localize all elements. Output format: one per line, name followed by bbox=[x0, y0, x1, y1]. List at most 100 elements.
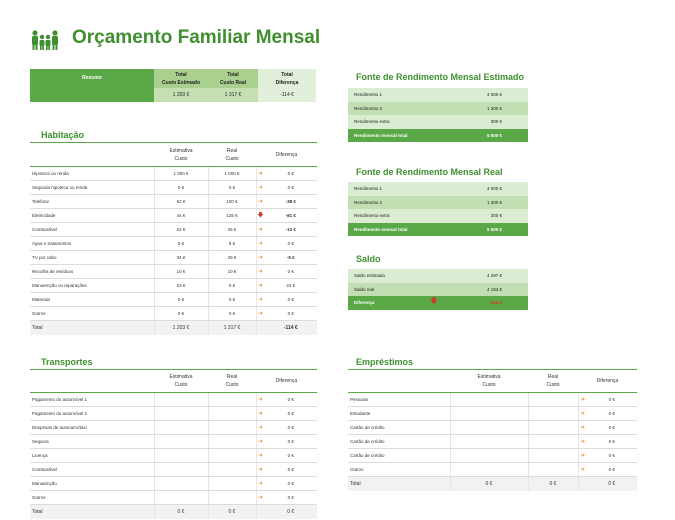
saldo-table: Saldo estimado 4 297 € Saldo real 4 183 … bbox=[348, 269, 528, 310]
emprestimos-row-real[interactable] bbox=[527, 420, 578, 435]
transportes-row-est[interactable] bbox=[153, 448, 208, 463]
income_estimated-row-value[interactable]: 300 € bbox=[454, 115, 528, 129]
transportes-row-est[interactable] bbox=[153, 462, 208, 477]
income_estimated-row-value[interactable]: 4 000 € bbox=[454, 88, 528, 102]
transportes-row: Seguros ➜ 0 € bbox=[30, 434, 317, 449]
transportes-row-real[interactable] bbox=[207, 448, 256, 463]
transportes-row-real[interactable] bbox=[207, 406, 256, 421]
emprestimos-row: Cartão de crédito ➜ 0 € bbox=[348, 448, 637, 463]
habitacao-row-diff: 23 € bbox=[264, 278, 317, 293]
page-title: Orçamento Familiar Mensal bbox=[72, 27, 321, 48]
habitacao-row-real[interactable]: 35 € bbox=[207, 222, 256, 237]
emprestimos-row-est[interactable] bbox=[449, 434, 528, 449]
habitacao-row-diff: 0 € bbox=[264, 236, 317, 251]
summary-real-header: Total Custo Real bbox=[208, 69, 258, 88]
emprestimos-row-diff: 0 € bbox=[586, 406, 637, 421]
habitacao-row-est[interactable]: 0 € bbox=[153, 306, 208, 321]
transportes-row: Manutenção ➜ 0 € bbox=[30, 476, 317, 491]
emprestimos-row-real[interactable] bbox=[527, 448, 578, 463]
habitacao-row-label: Eletricidade bbox=[30, 208, 154, 223]
habitacao-row-est[interactable]: 23 € bbox=[153, 278, 208, 293]
emprestimos-row: Cartão de crédito ➜ 0 € bbox=[348, 420, 637, 435]
transportes-row-real[interactable] bbox=[207, 392, 256, 407]
habitacao-row-diff: -13 € bbox=[264, 222, 317, 237]
emprestimos-row-diff: 0 € bbox=[586, 448, 637, 463]
arrow-right-icon: ➜ bbox=[255, 264, 265, 279]
habitacao-row: TV por cabo 34 €39 € ➜ -5 € bbox=[30, 250, 317, 265]
transportes-row-real[interactable] bbox=[207, 462, 256, 477]
emprestimos-col-estimated: Estimativa Custo bbox=[450, 370, 528, 393]
emprestimos-row-est[interactable] bbox=[449, 462, 528, 477]
emprestimos-table: Estimativa Custo Real Custo Diferença Pess… bbox=[348, 370, 637, 491]
habitacao-row: Recolha de resíduos 10 €10 € ➜ 0 € bbox=[30, 264, 317, 279]
habitacao-row-est[interactable]: 62 € bbox=[153, 194, 208, 209]
arrow-right-icon: ➜ bbox=[255, 420, 265, 435]
habitacao-row-real[interactable]: 100 € bbox=[207, 194, 256, 209]
habitacao-row: Materiais 0 €0 € ➜ 0 € bbox=[30, 292, 317, 307]
emprestimos-row-real[interactable] bbox=[527, 392, 578, 407]
habitacao-total-label: Total bbox=[30, 320, 154, 335]
habitacao-row-real[interactable]: 125 € bbox=[207, 208, 256, 223]
habitacao-row-real[interactable]: 0 € bbox=[207, 180, 256, 195]
income_real-row-label: Rendimento 1 bbox=[348, 182, 455, 196]
habitacao-row-label: Manutenção ou reparações bbox=[30, 278, 154, 293]
habitacao-title-line bbox=[30, 142, 317, 143]
income_real-row-value[interactable]: 4 000 € bbox=[454, 182, 528, 196]
transportes-row-real[interactable] bbox=[207, 476, 256, 491]
habitacao-total-est: 1 203 € bbox=[153, 320, 208, 335]
transportes-row-real[interactable] bbox=[207, 420, 256, 435]
transportes-row-diff: 0 € bbox=[264, 448, 317, 463]
transportes-col-diff: Diferença bbox=[256, 370, 317, 393]
habitacao-row-est[interactable]: 0 € bbox=[153, 292, 208, 307]
emprestimos-row-est[interactable] bbox=[449, 420, 528, 435]
transportes-row-est[interactable] bbox=[153, 406, 208, 421]
transportes-title-line bbox=[30, 369, 317, 370]
transportes-row-est[interactable] bbox=[153, 392, 208, 407]
habitacao-row-real[interactable]: 1 000 € bbox=[207, 166, 256, 181]
habitacao-row-est[interactable]: 34 € bbox=[153, 250, 208, 265]
transportes-total-est: 0 € bbox=[153, 504, 208, 519]
arrow-down-icon: 🡇 bbox=[255, 208, 265, 223]
transportes-row-real[interactable] bbox=[207, 434, 256, 449]
habitacao-row-est[interactable]: 1 000 € bbox=[153, 166, 208, 181]
income_estimated-row-value[interactable]: 1 200 € bbox=[454, 101, 528, 115]
arrow-right-icon: ➜ bbox=[255, 306, 265, 321]
habitacao-row-est[interactable]: 10 € bbox=[153, 264, 208, 279]
arrow-right-icon: ➜ bbox=[255, 194, 265, 209]
emprestimos-title-line bbox=[348, 369, 637, 370]
arrow-right-icon: ➜ bbox=[255, 180, 265, 195]
emprestimos-row-real[interactable] bbox=[527, 406, 578, 421]
habitacao-row-real[interactable]: 0 € bbox=[207, 306, 256, 321]
habitacao-row-est[interactable]: 22 € bbox=[153, 222, 208, 237]
emprestimos-row-est[interactable] bbox=[449, 448, 528, 463]
summary-diff-header: Total Diferença bbox=[258, 69, 316, 88]
habitacao-row-real[interactable]: 8 € bbox=[207, 236, 256, 251]
habitacao-row-real[interactable]: 39 € bbox=[207, 250, 256, 265]
habitacao-row-real[interactable]: 0 € bbox=[207, 278, 256, 293]
transportes-row-est[interactable] bbox=[153, 434, 208, 449]
habitacao-row-diff: -38 € bbox=[264, 194, 317, 209]
income_real-row-value[interactable]: 300 € bbox=[454, 209, 528, 223]
transportes-row-est[interactable] bbox=[153, 490, 208, 505]
emprestimos-row-est[interactable] bbox=[449, 392, 528, 407]
transportes-row-est[interactable] bbox=[153, 476, 208, 491]
transportes-row-est[interactable] bbox=[153, 420, 208, 435]
emprestimos-row-est[interactable] bbox=[449, 406, 528, 421]
transportes-row-real[interactable] bbox=[207, 490, 256, 505]
arrow-right-icon: ➜ bbox=[577, 448, 587, 463]
habitacao-row-est[interactable]: 0 € bbox=[153, 180, 208, 195]
habitacao-title: Habitação bbox=[41, 130, 85, 140]
arrow-right-icon: ➜ bbox=[255, 166, 265, 181]
saldo-estimated-label: Saldo estimado bbox=[348, 269, 427, 283]
transportes-row-label: Despesas de autocarro/táxi bbox=[30, 420, 154, 435]
habitacao-row-est[interactable]: 44 € bbox=[153, 208, 208, 223]
emprestimos-row-real[interactable] bbox=[527, 434, 578, 449]
emprestimos-row-real[interactable] bbox=[527, 462, 578, 477]
transportes-row-diff: 0 € bbox=[264, 406, 317, 421]
income_real-row-value[interactable]: 1 200 € bbox=[454, 195, 528, 209]
habitacao-row-real[interactable]: 10 € bbox=[207, 264, 256, 279]
habitacao-row-real[interactable]: 0 € bbox=[207, 292, 256, 307]
habitacao-row-est[interactable]: 8 € bbox=[153, 236, 208, 251]
transportes-row-diff: 0 € bbox=[264, 462, 317, 477]
